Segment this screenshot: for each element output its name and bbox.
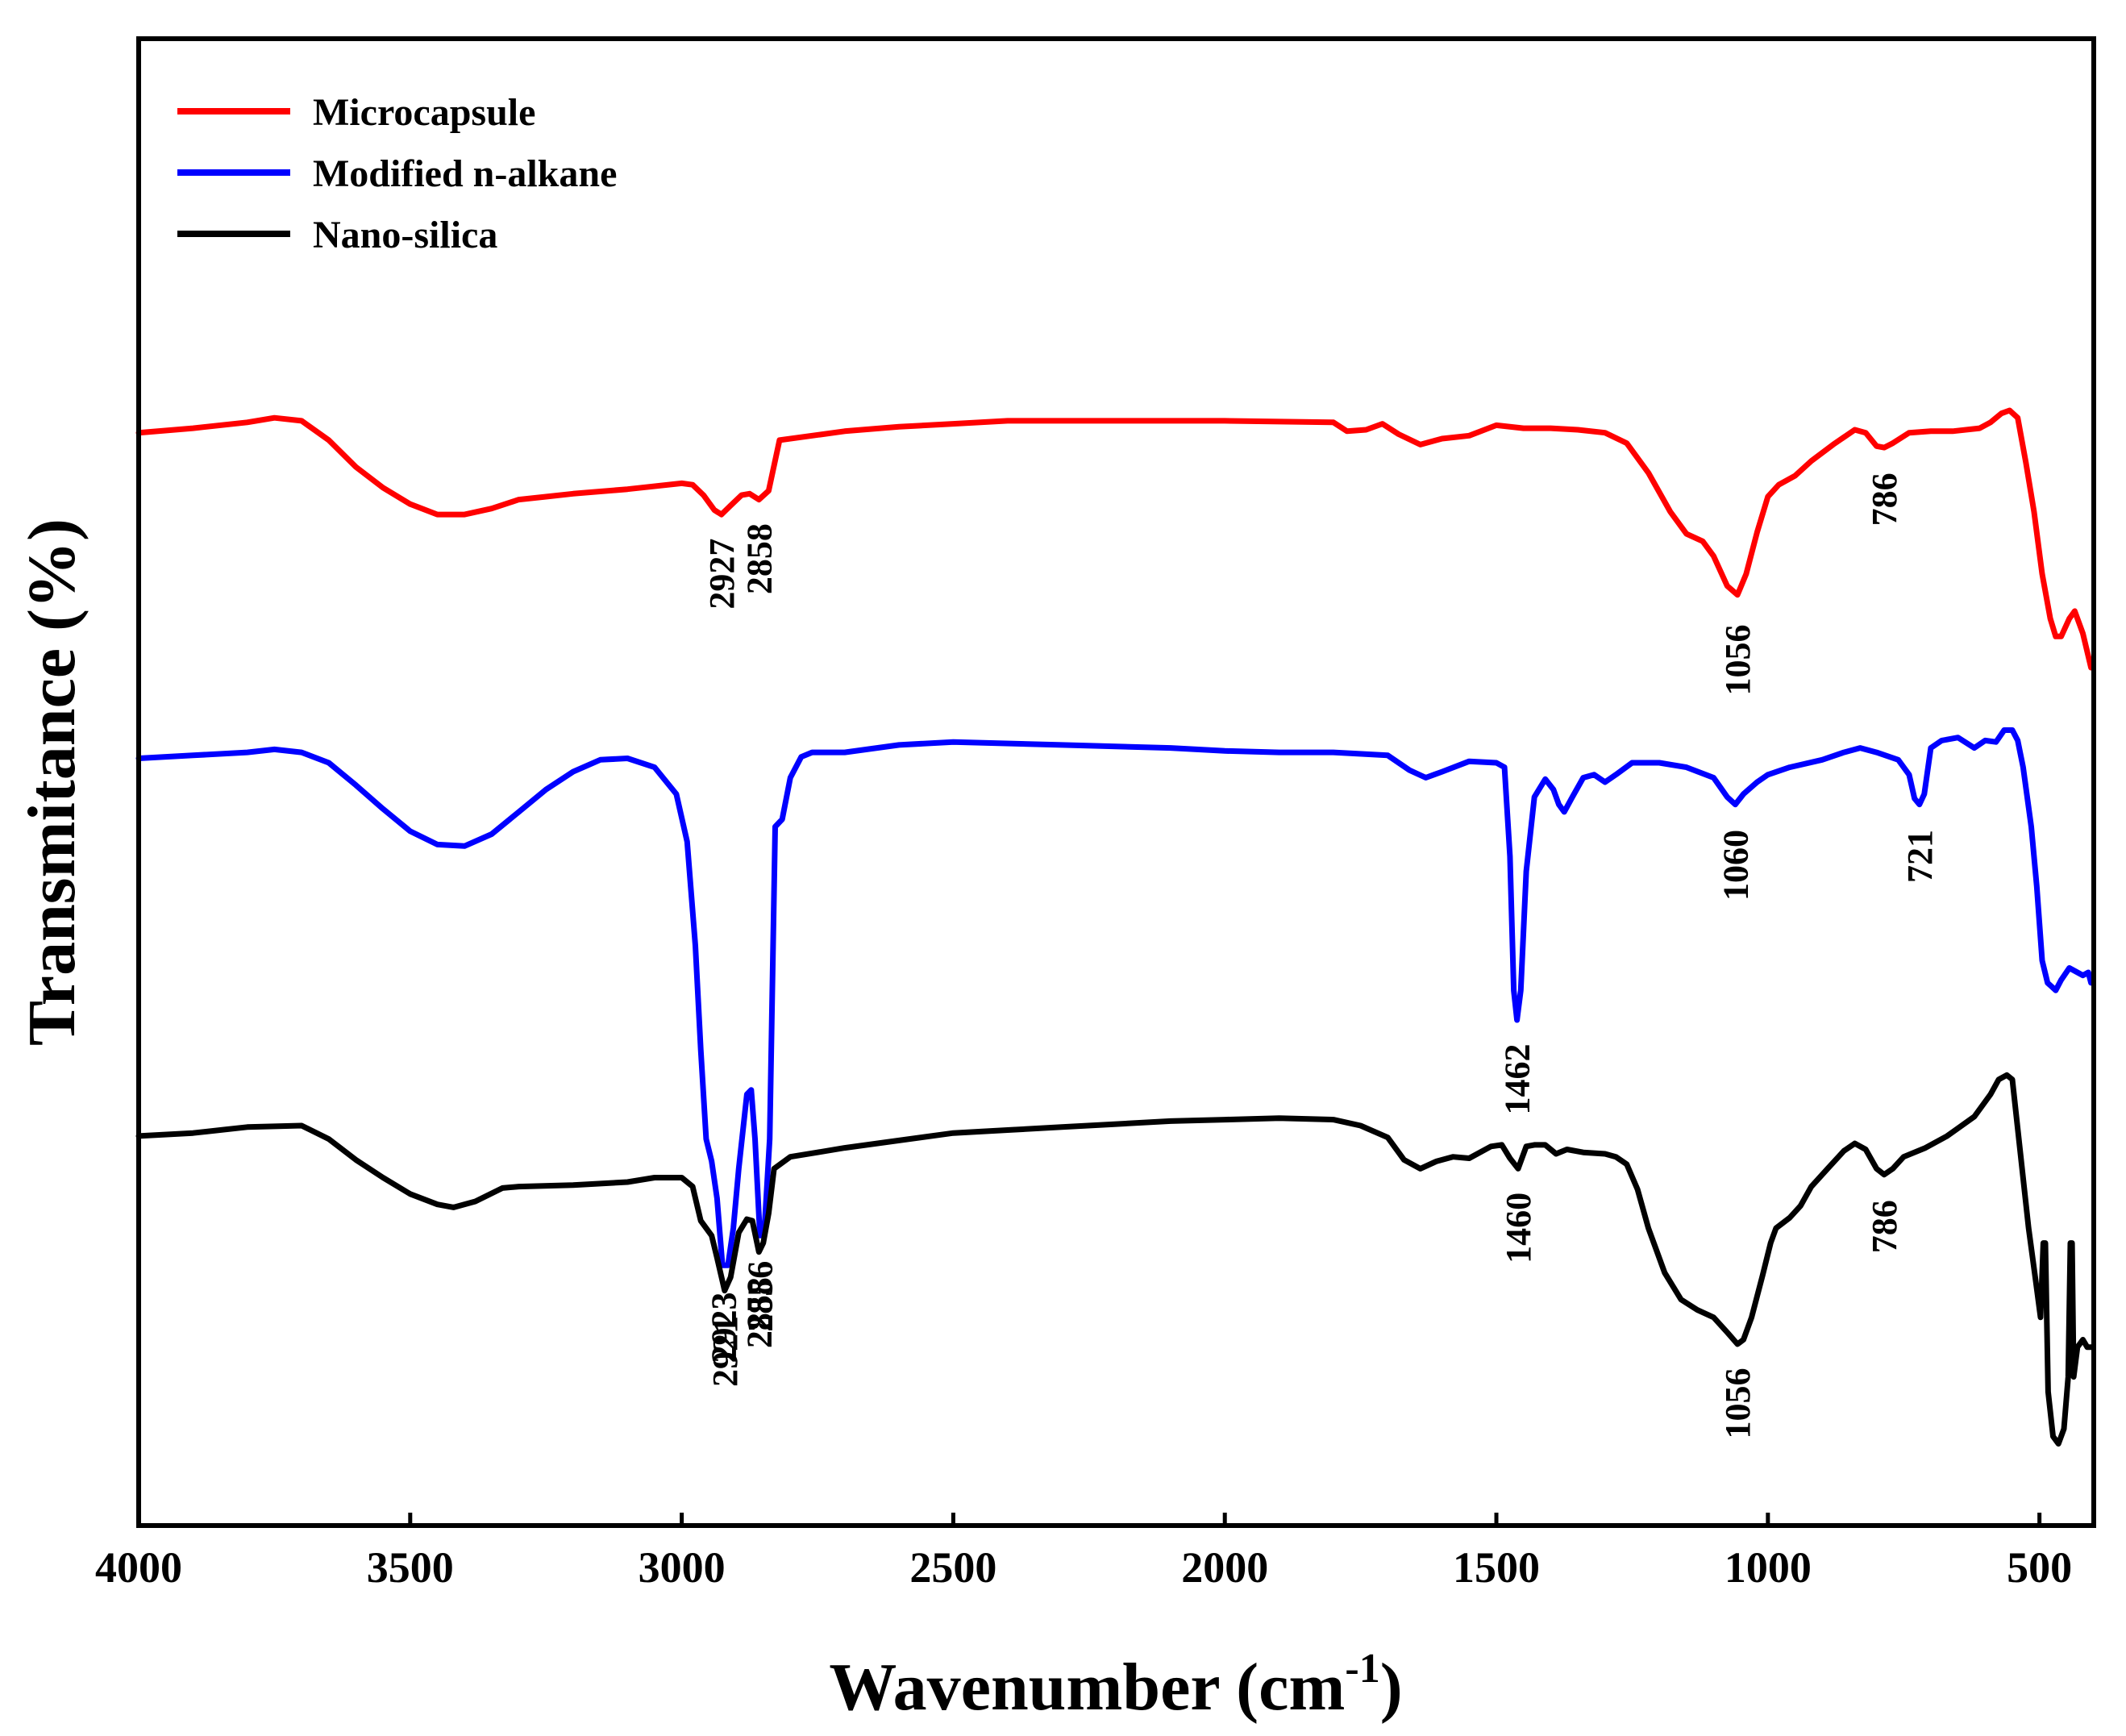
x-tick-label: 3000	[639, 1543, 726, 1592]
peak-label: 786	[1865, 473, 1904, 526]
peak-label: 786	[1865, 1200, 1904, 1253]
peak-label: 1056	[1718, 1368, 1758, 1439]
peak-label: 721	[1900, 830, 1940, 883]
y-axis-title: Transmitance (%)	[15, 518, 89, 1046]
plot-frame	[136, 36, 2096, 1528]
x-axis-title-close: )	[1380, 1650, 1403, 1725]
peak-label: 2927	[702, 539, 742, 610]
peak-label: 2921	[705, 1316, 745, 1387]
x-tick-label: 4000	[95, 1543, 182, 1592]
x-tick-label: 3500	[367, 1543, 454, 1592]
x-tick-label: 1500	[1453, 1543, 1540, 1592]
series-line-nano-silica	[135, 1072, 2095, 1447]
x-axis-title-main: Wavenumber (cm	[829, 1650, 1345, 1725]
x-axis-title-superscript: -1	[1345, 1646, 1379, 1692]
x-tick-label: 500	[2007, 1543, 2072, 1592]
peak-label: 1060	[1716, 830, 1755, 901]
legend-label-nano-silica: Nano-silica	[313, 214, 497, 256]
legend: Microcapsule Modified n-alkane Nano-sili…	[177, 91, 617, 256]
x-axis-ticks: 4000 3500 3000 2500 2000 1500 1000 500	[95, 1513, 2072, 1592]
peak-label: 2923	[705, 1293, 744, 1363]
peak-label: 2858	[739, 1277, 779, 1348]
legend-label-modified-n-alkane: Modified n-alkane	[313, 152, 617, 195]
x-tick-label: 1000	[1725, 1543, 1812, 1592]
x-tick-label: 2000	[1181, 1543, 1268, 1592]
peak-label: 1462	[1498, 1044, 1537, 1115]
legend-label-microcapsule: Microcapsule	[313, 91, 535, 134]
peak-label: 2856	[741, 1261, 780, 1332]
peak-label: 1056	[1718, 625, 1758, 696]
x-tick-label: 2500	[909, 1543, 996, 1592]
peak-label: 1460	[1499, 1193, 1538, 1263]
x-axis-title: Wavenumber (cm-1)	[829, 1646, 1402, 1725]
series-line-microcapsule	[135, 407, 2095, 671]
series-line-modified-n-alkane	[135, 727, 2095, 1268]
series-layer	[135, 407, 2095, 1447]
peak-label: 2858	[739, 523, 779, 594]
